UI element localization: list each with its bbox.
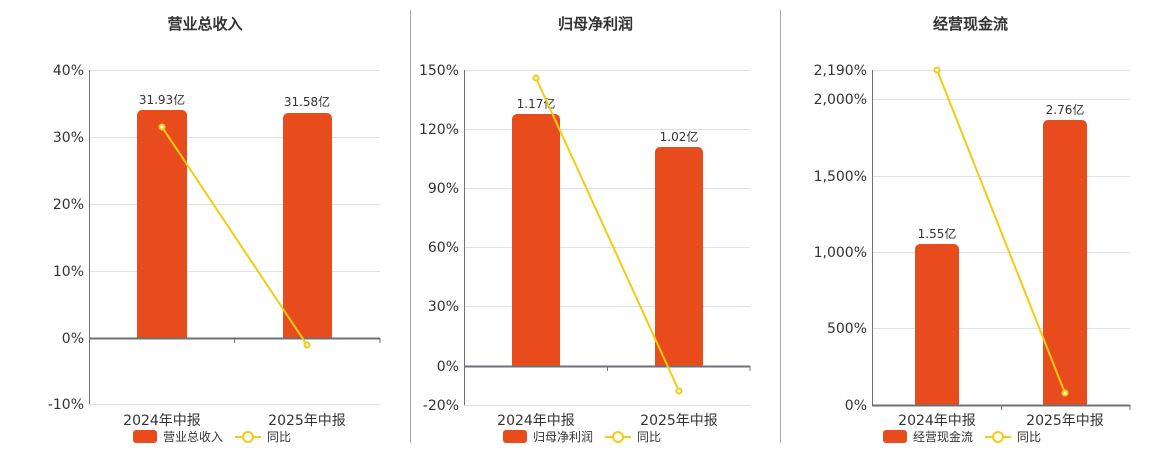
legend: 归母净利润 同比 bbox=[503, 428, 661, 445]
panel-divider bbox=[410, 10, 411, 443]
legend-bar-swatch[interactable] bbox=[133, 430, 157, 443]
legend-bar-swatch[interactable] bbox=[883, 430, 907, 443]
chart-panel-net-profit: 归母净利润 bbox=[411, 0, 780, 450]
legend-line-swatch[interactable] bbox=[985, 430, 1012, 443]
legend-bar-label[interactable]: 经营现金流 bbox=[913, 430, 974, 444]
legend-bar-swatch[interactable] bbox=[503, 430, 527, 443]
legend-bar-label[interactable]: 归母净利润 bbox=[533, 430, 594, 444]
bar-label: 31.93亿 bbox=[139, 92, 185, 107]
x-tick: 2024年中报 bbox=[123, 413, 201, 429]
legend: 营业总收入 同比 bbox=[133, 428, 291, 445]
legend-line-swatch[interactable] bbox=[605, 430, 632, 443]
panel-divider bbox=[780, 10, 781, 443]
x-tick: 2025年中报 bbox=[268, 413, 346, 429]
legend-line-label[interactable]: 同比 bbox=[267, 430, 292, 444]
legend-line-label[interactable]: 同比 bbox=[1017, 430, 1042, 444]
bar-label: 31.58亿 bbox=[284, 94, 330, 109]
y-tick: -10% bbox=[48, 397, 84, 413]
y-tick: 30% bbox=[53, 130, 84, 146]
legend-line-label[interactable]: 同比 bbox=[637, 430, 662, 444]
yoy-line bbox=[161, 126, 308, 346]
legend-bar-label[interactable]: 营业总收入 bbox=[163, 430, 224, 444]
bar-2025 bbox=[283, 113, 332, 338]
bar-2024 bbox=[137, 110, 187, 338]
y-tick: 40% bbox=[53, 63, 84, 79]
chart-title: 营业总收入 bbox=[167, 15, 243, 33]
y-tick: 10% bbox=[53, 264, 84, 280]
chart-title: 归母净利润 bbox=[557, 15, 633, 33]
y-tick: 20% bbox=[53, 197, 84, 213]
chart-panel-revenue: 营业总收入 40% 30% 20% 10% 0% -10% 31.93亿 31.… bbox=[0, 0, 410, 450]
chart-panel-operating-cashflow: 经营现金流 bbox=[781, 0, 1160, 450]
chart-plot: 40% 30% 20% 10% 0% -10% 31.93亿 31.58亿 20… bbox=[48, 63, 381, 429]
y-tick: 0% bbox=[62, 331, 84, 347]
legend-line-swatch[interactable] bbox=[235, 430, 262, 443]
chart-title: 经营现金流 bbox=[932, 15, 1008, 33]
legend: 经营现金流 同比 bbox=[883, 428, 1041, 445]
